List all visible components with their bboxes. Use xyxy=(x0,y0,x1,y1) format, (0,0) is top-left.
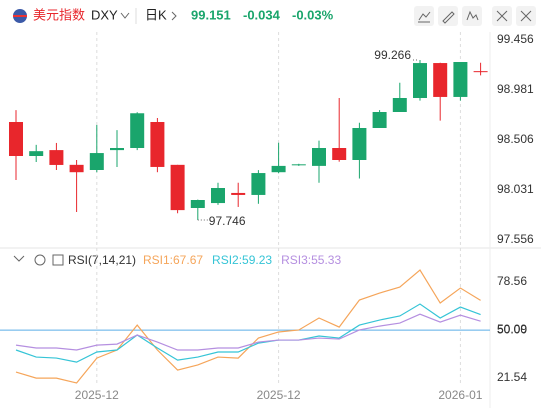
tool-icon xyxy=(520,10,532,22)
candle-body xyxy=(190,200,205,208)
rsi-line xyxy=(15,269,481,384)
y-tick-label: 99.456 xyxy=(497,32,534,46)
tool-icon xyxy=(466,10,479,21)
flag-stripe xyxy=(13,15,27,17)
candle-body xyxy=(29,151,44,156)
price: 99.151 xyxy=(191,7,231,22)
candle-body xyxy=(130,113,145,148)
candle-body xyxy=(271,165,286,173)
tool-icon xyxy=(496,10,508,22)
config-icon[interactable] xyxy=(52,254,64,266)
legend-entry: RSI1:67.67 xyxy=(143,253,203,267)
period-arrow[interactable] xyxy=(171,11,177,21)
y-tick-label: 21.54 xyxy=(497,370,527,384)
y-tick-label: 50.00 xyxy=(497,322,527,336)
x-tick-label: 2025-12 xyxy=(75,388,119,402)
high-label: 99.266 xyxy=(374,48,411,62)
settings-icon[interactable] xyxy=(34,254,46,266)
y-tick-label: 98.981 xyxy=(497,82,534,96)
y-tick-label: 97.556 xyxy=(497,232,534,246)
index-name[interactable]: 美元指数 xyxy=(33,7,85,22)
rsi-line xyxy=(15,313,481,351)
y-tick-label: 98.031 xyxy=(497,182,534,196)
tool-icon xyxy=(418,11,431,23)
rsi-title: RSI(7,14,21) xyxy=(68,253,136,267)
dropdown-arrow[interactable] xyxy=(120,12,130,19)
collapse-icon[interactable] xyxy=(13,255,25,262)
period[interactable]: 日K xyxy=(145,7,167,22)
candle-body xyxy=(392,98,407,112)
candle-body xyxy=(89,153,104,170)
change-pct: -0.03% xyxy=(292,7,334,22)
rsi-line xyxy=(15,303,481,363)
tool-icon xyxy=(442,11,455,24)
candle-body xyxy=(69,164,84,173)
symbol[interactable]: DXY xyxy=(91,7,118,22)
candle-body xyxy=(332,148,347,160)
candle-body xyxy=(372,112,387,128)
candle-body xyxy=(453,62,468,97)
candle-body xyxy=(9,122,23,156)
candle-body xyxy=(49,150,64,165)
y-tick-label: 98.506 xyxy=(497,132,534,146)
candle-body xyxy=(352,128,367,160)
candle-body xyxy=(473,71,488,73)
low-label: 97.746 xyxy=(209,214,246,228)
candle-body xyxy=(211,188,225,204)
candle-body xyxy=(231,192,246,195)
x-tick-label: 2026-01 xyxy=(438,388,482,402)
candle-body xyxy=(433,63,448,97)
legend-entry: RSI3:55.33 xyxy=(281,253,341,267)
candle-body xyxy=(150,122,165,167)
x-tick-label: 2025-12 xyxy=(257,388,301,402)
legend-entry: RSI2:59.23 xyxy=(212,253,272,267)
candle-body xyxy=(110,148,124,151)
change: -0.034 xyxy=(243,7,281,22)
candle-body xyxy=(170,164,185,211)
tool-button[interactable] xyxy=(414,6,434,26)
candle-body xyxy=(312,148,326,166)
y-tick-label: 78.56 xyxy=(497,274,527,288)
y-tick-label: 50.09 xyxy=(497,322,527,336)
candle-body xyxy=(251,173,266,195)
candle-body xyxy=(413,63,427,98)
candle-body xyxy=(291,164,306,166)
